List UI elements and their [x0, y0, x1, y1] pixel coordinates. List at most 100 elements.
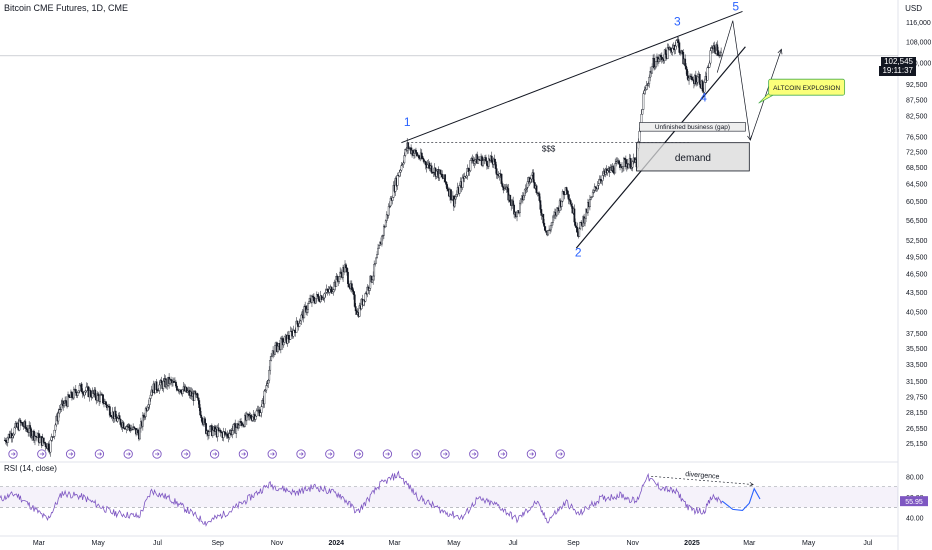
candle: [376, 254, 378, 259]
candle: [596, 185, 599, 190]
price-chart[interactable]: [3, 36, 723, 457]
event-marker-icon[interactable]: [65, 449, 76, 459]
event-marker-icon[interactable]: [238, 449, 249, 459]
wave-label-2: 2: [575, 245, 582, 259]
candle: [374, 263, 377, 265]
time-axis[interactable]: Mar May Jul Sep Nov 2024 Mar May Jul Sep Nov 2025 Ma…: [33, 540, 873, 547]
candle: [368, 288, 371, 291]
candle: [671, 48, 674, 53]
event-marker-icon[interactable]: [8, 449, 18, 459]
price-axis[interactable]: 116,000 108,000 100,000 92,500 87,500 82,500 7…: [900, 20, 931, 523]
candle: [463, 176, 466, 179]
event-marker-icon[interactable]: [296, 449, 306, 459]
event-marker-icon[interactable]: [555, 449, 565, 459]
candle: [382, 226, 385, 236]
rsi-panel[interactable]: divergence: [0, 470, 898, 527]
event-marker-icon[interactable]: [181, 449, 191, 459]
liquidity-label: $$$: [542, 145, 556, 154]
candle: [74, 389, 77, 394]
candle: [658, 58, 660, 63]
price-tick-label: 100,000: [906, 61, 931, 68]
candle: [654, 66, 656, 69]
candle: [198, 400, 201, 408]
candle: [105, 401, 107, 405]
candle: [185, 386, 188, 393]
time-tick-label: Mar: [389, 540, 402, 547]
candle: [422, 158, 425, 162]
candle: [267, 380, 270, 384]
event-marker-icon[interactable]: [123, 449, 133, 459]
event-marker-icon[interactable]: [209, 449, 220, 459]
event-markers[interactable]: [8, 449, 565, 459]
candle: [574, 221, 577, 227]
event-marker-icon[interactable]: [440, 449, 450, 459]
candle: [580, 221, 583, 223]
time-tick-label: Nov: [271, 540, 284, 547]
price-tick-label: 37,500: [906, 331, 928, 338]
candle: [533, 182, 536, 189]
time-tick-label: 2024: [328, 540, 344, 547]
candle: [487, 158, 490, 167]
candle: [701, 80, 704, 92]
candle: [321, 298, 324, 300]
candle: [663, 49, 666, 61]
candle: [370, 275, 373, 283]
candle: [447, 188, 449, 191]
event-marker-icon[interactable]: [497, 449, 508, 459]
candle: [520, 198, 522, 204]
event-marker-icon[interactable]: [469, 449, 479, 459]
candle: [62, 400, 65, 407]
candle: [614, 163, 617, 174]
candle: [578, 228, 581, 237]
event-marker-icon[interactable]: [37, 449, 47, 459]
candle: [247, 413, 250, 417]
time-tick-label: Jul: [509, 540, 518, 547]
candle: [568, 199, 571, 201]
candle: [197, 397, 200, 401]
event-marker-icon[interactable]: [325, 449, 335, 459]
candle: [149, 394, 152, 399]
candle: [263, 390, 266, 405]
candle: [516, 211, 518, 217]
candle: [118, 415, 121, 420]
price-tick-label: 28,150: [906, 410, 928, 417]
candle: [156, 389, 159, 391]
candle: [144, 408, 147, 417]
candle: [162, 381, 165, 389]
event-marker-icon[interactable]: [267, 449, 277, 459]
candle: [439, 169, 442, 175]
candle: [601, 175, 604, 181]
candle: [385, 214, 388, 221]
time-tick-label: Mar: [33, 540, 46, 547]
projection-arrow-up: [777, 48, 783, 55]
event-marker-icon[interactable]: [411, 449, 421, 459]
candle: [547, 230, 550, 236]
candle: [277, 345, 279, 352]
rsi-indicator-label[interactable]: RSI (14, close): [4, 464, 57, 473]
event-marker-icon[interactable]: [353, 449, 364, 459]
candle: [50, 436, 53, 441]
event-marker-icon[interactable]: [382, 449, 393, 459]
event-marker-icon[interactable]: [152, 449, 162, 459]
candle: [597, 183, 600, 186]
candle: [525, 187, 528, 189]
event-marker-icon[interactable]: [94, 449, 105, 459]
candle: [148, 398, 151, 405]
gap-label: Unfinished business (gap): [655, 124, 730, 131]
rsi-tick-label: 40.00: [906, 516, 924, 523]
candle: [526, 181, 529, 188]
event-marker-icon[interactable]: [526, 449, 537, 459]
candle: [396, 174, 399, 186]
candle: [44, 442, 47, 447]
candle: [65, 400, 67, 403]
candle: [279, 338, 282, 350]
candle: [688, 77, 690, 81]
candle: [317, 296, 320, 301]
candle: [345, 264, 347, 269]
candle: [647, 83, 650, 86]
candle: [11, 435, 14, 438]
price-tick-label: 31,500: [906, 379, 928, 386]
candle: [292, 329, 295, 337]
wave-label-3: 3: [674, 14, 681, 28]
